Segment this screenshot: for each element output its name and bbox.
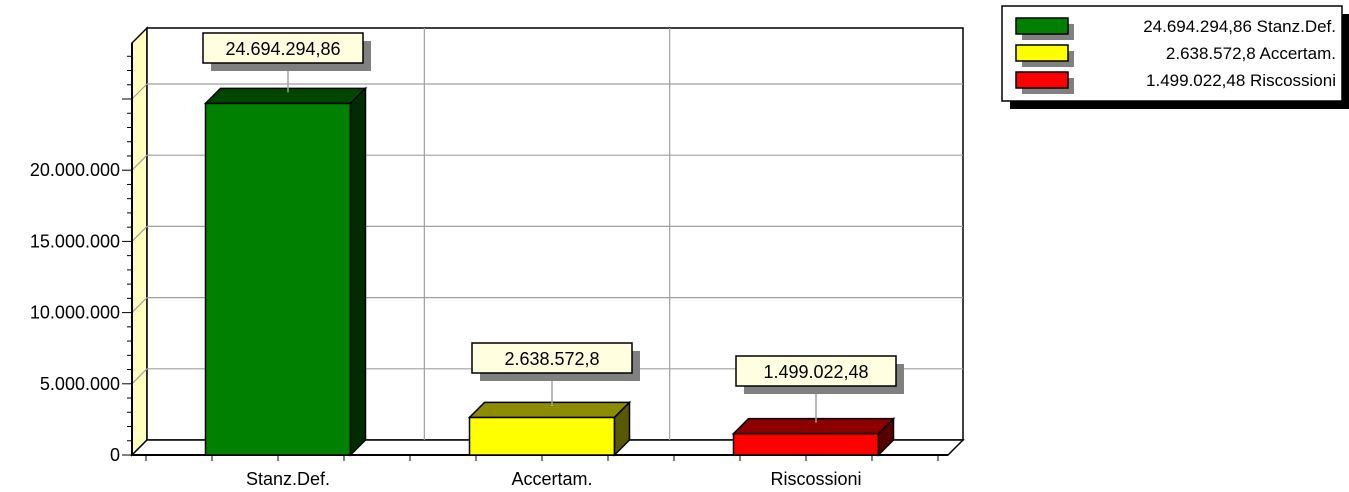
bar-top [731,417,896,435]
data-label-box [471,342,633,374]
bar-front [468,416,616,456]
data-label-box [735,355,897,387]
category-label: Riscossioni [770,469,861,489]
bar-side [877,416,895,457]
bar-top [467,401,632,419]
legend-swatch [1015,44,1069,62]
legend-entry: 1.499.022,48 Riscossioni [1146,71,1336,90]
data-label: 1.499.022,48 [763,362,868,382]
y-tick-label: 20.000.000 [30,160,120,180]
gridline-wall [131,368,148,385]
gridline-wall [131,297,148,314]
data-label-box [202,32,364,64]
bar-0 [203,86,368,457]
y-tick-label: 5.000.000 [40,374,120,394]
legend-swatch [1015,17,1069,35]
bar-top [203,87,368,105]
gridline-wall [131,225,148,242]
bar-1 [467,400,632,457]
y-tick-label: 15.000.000 [30,231,120,251]
gridline-wall [131,83,148,100]
legend: 24.694.294,86 Stanz.Def. 2.638.572,8 Acce… [1001,5,1349,109]
bar-front [732,432,880,456]
legend-entry: 24.694.294,86 Stanz.Def. [1143,17,1336,36]
data-label: 2.638.572,8 [504,349,599,369]
bar-2 [731,416,896,457]
category-label: Accertam. [511,469,592,489]
bars [203,86,896,457]
bar-side [613,400,631,457]
gridline-wall [131,154,148,171]
legend-swatch [1015,71,1069,89]
y-tick-label: 10.000.000 [30,303,120,323]
data-labels: Stanz.Def. 24.694.294,86 Accertam. 2.638.57… [202,32,904,489]
bar-side [349,86,367,457]
category-label: Stanz.Def. [246,469,330,489]
legend-entry: 2.638.572,8 Accertam. [1166,44,1336,63]
data-label: 24.694.294,86 [225,39,340,59]
y-tick-label: 0 [110,445,120,465]
bar-front [204,102,352,456]
